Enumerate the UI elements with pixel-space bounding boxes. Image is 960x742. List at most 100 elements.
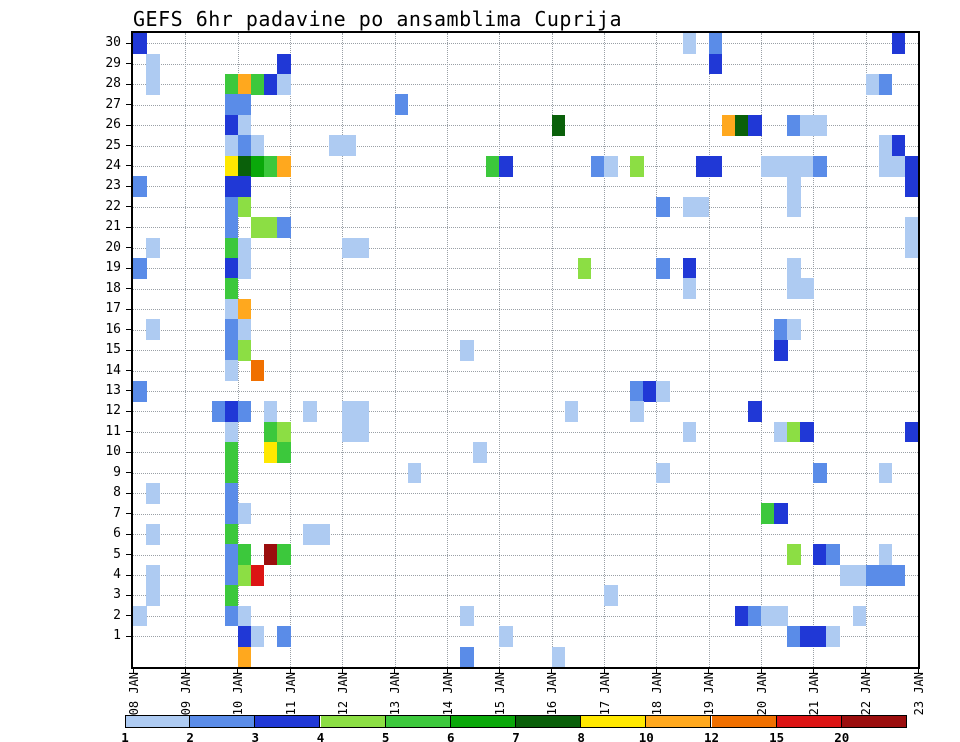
x-tick-label: 13 JAN: [388, 672, 403, 716]
heatmap-cell: [656, 380, 670, 402]
heatmap-cell: [237, 319, 252, 341]
colorbar-frame: [125, 715, 907, 728]
h-gridline: [133, 186, 918, 188]
colorbar-segment: [776, 715, 842, 728]
x-tick-label: 15 JAN: [492, 672, 507, 716]
colorbar-segment: [125, 715, 191, 728]
colorbar-segment: [646, 715, 712, 728]
heatmap-cell: [891, 155, 906, 177]
h-gridline: [133, 493, 918, 495]
heatmap-cell: [891, 135, 906, 157]
colorbar-segment: [385, 715, 451, 728]
heatmap-cell: [237, 114, 252, 136]
y-tick-label: 3: [113, 587, 121, 603]
heatmap-cell: [303, 401, 317, 422]
heatmap-cell: [761, 605, 775, 627]
heatmap-cell: [800, 626, 814, 647]
y-tick-label: 15: [105, 342, 121, 357]
y-tick-label: 26: [105, 117, 121, 132]
y-tick: [126, 635, 133, 637]
x-tick: [812, 667, 814, 674]
x-tick-label: 12 JAN: [335, 672, 350, 716]
heatmap-cell: [250, 135, 265, 157]
y-tick-label: 1: [113, 628, 121, 644]
heatmap-cell: [708, 155, 723, 177]
h-gridline: [133, 390, 918, 392]
heatmap-cell: [551, 646, 566, 668]
h-gridline: [133, 309, 918, 311]
v-gridline: [342, 33, 344, 667]
heatmap-cell: [604, 155, 618, 177]
heatmap-cell: [787, 278, 801, 300]
heatmap-cell: [695, 196, 710, 218]
heatmap-cell: [276, 544, 291, 566]
h-gridline: [133, 554, 918, 556]
x-tick-label: 21 JAN: [806, 672, 821, 716]
y-tick: [126, 308, 133, 310]
x-tick: [917, 667, 919, 674]
heatmap-cell: [342, 401, 356, 422]
heatmap-cell: [813, 626, 827, 647]
x-tick-label: 17 JAN: [597, 672, 612, 716]
heatmap-cell: [551, 114, 566, 136]
heatmap-cell: [211, 401, 226, 422]
h-gridline: [133, 575, 918, 576]
h-gridline: [133, 595, 918, 597]
y-tick-label: 9: [113, 464, 121, 480]
colorbar-tick-label: 7: [512, 730, 520, 742]
y-tick-label: 22: [105, 198, 121, 214]
y-tick-label: 23: [105, 178, 121, 194]
heatmap-cell: [891, 33, 906, 54]
h-gridline: [133, 43, 918, 45]
v-gridline: [604, 33, 605, 667]
heatmap-cell: [237, 503, 252, 525]
colorbar-tick-label: 12: [703, 730, 720, 742]
heatmap-cell: [146, 482, 160, 504]
heatmap-cell: [237, 237, 252, 259]
heatmap-cell: [237, 646, 252, 668]
y-tick: [126, 185, 133, 187]
y-tick-label: 11: [105, 423, 121, 439]
heatmap-cell: [263, 544, 278, 566]
heatmap-cell: [473, 442, 487, 463]
heatmap-cell: [787, 319, 801, 341]
x-tick: [865, 667, 867, 674]
colorbar-segment: [711, 715, 777, 728]
heatmap-cell: [355, 237, 370, 259]
heatmap-cell: [133, 380, 147, 402]
heatmap-cell: [774, 155, 788, 177]
heatmap-cell: [237, 135, 252, 157]
heatmap-cell: [263, 442, 278, 463]
heatmap-cell: [800, 155, 814, 177]
heatmap-cell: [237, 605, 252, 627]
y-tick: [126, 390, 133, 392]
heatmap-cell: [904, 237, 919, 259]
heatmap-cell: [224, 339, 239, 361]
colorbar-tick-label: 3: [251, 730, 260, 742]
heatmap-cell: [643, 380, 657, 402]
heatmap-cell: [342, 421, 356, 443]
heatmap-cell: [237, 339, 252, 361]
x-tick: [394, 667, 396, 674]
heatmap-cell: [787, 421, 801, 443]
v-gridline: [656, 33, 658, 667]
heatmap-cell: [577, 258, 592, 279]
heatmap-cell: [460, 339, 474, 361]
h-gridline: [133, 329, 918, 331]
heatmap-cell: [224, 114, 239, 136]
heatmap-cell: [276, 73, 291, 95]
heatmap-cell: [263, 73, 278, 95]
heatmap-cell: [329, 135, 343, 157]
h-gridline: [133, 472, 918, 474]
h-gridline: [133, 534, 918, 536]
x-tick: [132, 667, 134, 674]
heatmap-cell: [224, 258, 239, 279]
heatmap-cell: [342, 135, 356, 157]
x-tick: [760, 667, 762, 674]
heatmap-cell: [224, 73, 239, 95]
y-tick: [126, 513, 133, 515]
heatmap-cell: [761, 155, 775, 177]
heatmap-cell: [904, 421, 919, 443]
y-tick: [126, 165, 133, 167]
